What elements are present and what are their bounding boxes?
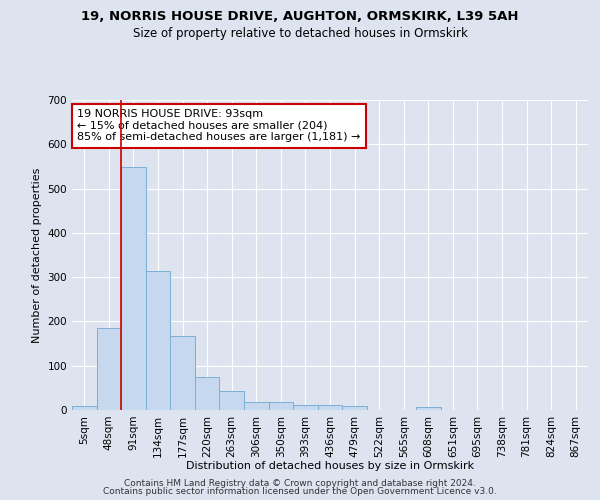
Bar [97,328,121,410]
Y-axis label: Number of detached properties: Number of detached properties [32,168,42,342]
Text: 19 NORRIS HOUSE DRIVE: 93sqm
← 15% of detached houses are smaller (204)
85% of s: 19 NORRIS HOUSE DRIVE: 93sqm ← 15% of de… [77,110,361,142]
Text: Contains public sector information licensed under the Open Government Licence v3: Contains public sector information licen… [103,487,497,496]
Bar [318,405,342,410]
X-axis label: Distribution of detached houses by size in Ormskirk: Distribution of detached houses by size … [186,461,474,471]
Bar [416,407,440,410]
Text: Size of property relative to detached houses in Ormskirk: Size of property relative to detached ho… [133,28,467,40]
Bar [72,406,97,410]
Bar [244,402,269,410]
Bar [146,270,170,410]
Bar [342,406,367,410]
Text: Contains HM Land Registry data © Crown copyright and database right 2024.: Contains HM Land Registry data © Crown c… [124,478,476,488]
Text: 19, NORRIS HOUSE DRIVE, AUGHTON, ORMSKIRK, L39 5AH: 19, NORRIS HOUSE DRIVE, AUGHTON, ORMSKIR… [81,10,519,23]
Bar [195,377,220,410]
Bar [121,168,146,410]
Bar [293,405,318,410]
Bar [220,392,244,410]
Bar [170,336,195,410]
Bar [269,402,293,410]
